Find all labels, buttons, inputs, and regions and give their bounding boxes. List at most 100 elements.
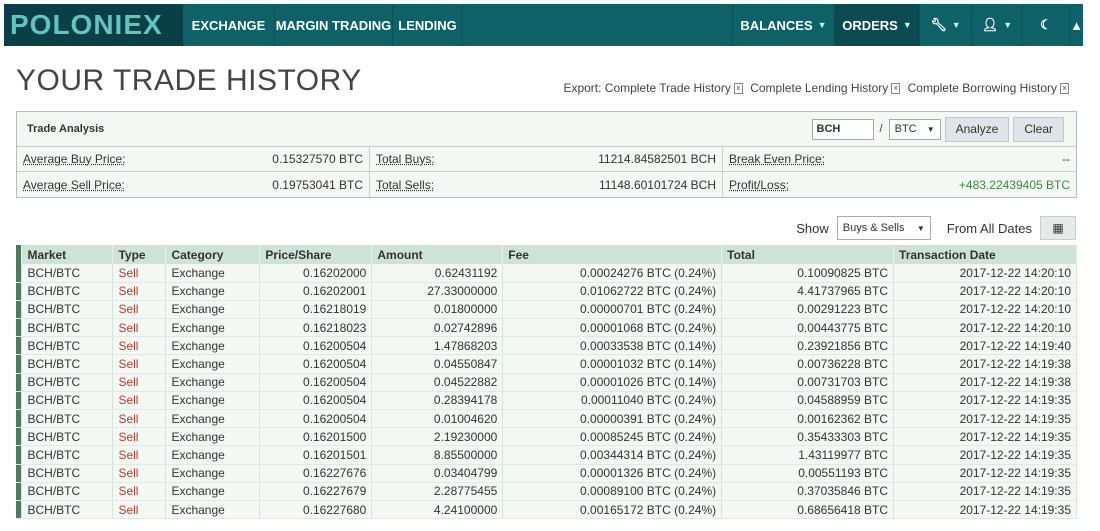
row-marker	[16, 354, 23, 374]
type-cell: Sell	[112, 464, 167, 483]
price-cell: 0.16218019	[259, 300, 373, 320]
category-cell: Exchange	[165, 354, 261, 374]
caret-down-icon: ▼	[926, 124, 935, 134]
market-cell: BCH/BTC	[21, 445, 114, 465]
wrench-menu[interactable]: 🔧︎ ▼	[920, 4, 972, 46]
base-currency-input[interactable]: BCH	[811, 118, 874, 140]
nav-orders[interactable]: ORDERS ▼	[835, 4, 920, 46]
total-cell: 0.10090825 BTC	[721, 264, 895, 283]
category-cell: Exchange	[165, 282, 261, 301]
market-cell: BCH/BTC	[21, 427, 114, 447]
average-sell-price-value: 0.19753041 BTC	[272, 177, 363, 192]
total-buys-label: Total Buys:	[376, 152, 435, 166]
trade-type-select[interactable]: Buys & Sells ▼	[836, 216, 931, 240]
column-header[interactable]: Total	[721, 245, 895, 264]
break-even-price-value: --	[1062, 152, 1070, 166]
type-cell: Sell	[112, 373, 167, 392]
analyze-button[interactable]: Analyze	[944, 116, 1010, 142]
row-marker	[16, 245, 23, 264]
column-header[interactable]: Category	[165, 245, 261, 264]
night-mode-toggle[interactable]: ☾	[1023, 4, 1070, 46]
type-cell: Sell	[112, 264, 167, 283]
export-trade-history-link[interactable]: Complete Trade History	[604, 81, 731, 95]
amount-cell: 1.47868203	[371, 336, 504, 356]
break-even-price-label: Break Even Price:	[729, 152, 826, 166]
amount-cell: 0.02742896	[371, 318, 504, 338]
row-marker	[16, 464, 23, 483]
fee-cell: 0.00011040 BTC (0.24%)	[502, 391, 723, 411]
column-header[interactable]: Type	[112, 245, 167, 264]
amount-cell: 2.28775455	[371, 482, 504, 501]
price-cell: 0.16200504	[259, 336, 373, 356]
column-header[interactable]: Transaction Date	[893, 245, 1077, 264]
nav-balances[interactable]: BALANCES ▼	[733, 4, 835, 46]
date-cell: 2017-12-22 14:19:35	[893, 427, 1077, 447]
fee-cell: 0.00033538 BTC (0.14%)	[502, 336, 723, 356]
notifications-button[interactable]: ▲	[1070, 4, 1083, 46]
trade-analysis-panel: Trade Analysis BCH / BTC ▼ Analyze Clear …	[16, 111, 1077, 198]
row-marker	[16, 482, 23, 501]
excel-file-icon[interactable]: x	[891, 83, 901, 95]
type-cell: Sell	[112, 409, 167, 429]
fee-cell: 0.00001326 BTC (0.24%)	[502, 464, 723, 483]
export-lending-history-link[interactable]: Complete Lending History	[750, 81, 889, 95]
quote-currency-select[interactable]: BTC ▼	[888, 118, 941, 140]
poloniex-logo[interactable]: POLONIEX	[4, 4, 183, 46]
history-filter: Show Buys & Sells ▼ From All Dates ▦	[796, 216, 1076, 240]
table-row: BCH/BTC Sell Exchange 0.16227680 4.24100000 0…	[16, 500, 1077, 520]
column-header[interactable]: Price/Share	[259, 245, 373, 264]
category-cell: Exchange	[165, 391, 261, 411]
amount-cell: 27.33000000	[371, 282, 504, 301]
row-marker	[16, 282, 23, 301]
type-cell: Sell	[112, 427, 167, 447]
amount-cell: 0.04522882	[371, 373, 504, 392]
average-buy-price-label: Average Buy Price:	[23, 152, 126, 166]
row-marker	[16, 336, 23, 356]
trade-history-table: Market Type Category Price/Share Amount Fee To…	[16, 245, 1077, 520]
market-cell: BCH/BTC	[21, 264, 114, 283]
calendar-button[interactable]: ▦	[1040, 216, 1076, 240]
market-cell: BCH/BTC	[21, 482, 114, 501]
table-row: BCH/BTC Sell Exchange 0.16200504 0.04522882 0…	[16, 373, 1077, 392]
market-cell: BCH/BTC	[21, 300, 114, 320]
trade-type-value: Buys & Sells	[842, 222, 905, 234]
date-cell: 2017-12-22 14:19:35	[893, 445, 1077, 465]
market-cell: BCH/BTC	[21, 282, 114, 301]
trade-analysis-title: Trade Analysis	[27, 123, 105, 135]
category-cell: Exchange	[165, 482, 261, 501]
date-cell: 2017-12-22 14:20:10	[893, 282, 1077, 301]
column-header[interactable]: Market	[21, 245, 114, 264]
total-cell: 0.00731703 BTC	[721, 373, 895, 392]
amount-cell: 0.03404799	[371, 464, 504, 483]
user-menu[interactable]: 👤︎ ▼	[972, 4, 1023, 46]
market-cell: BCH/BTC	[21, 391, 114, 411]
excel-file-icon[interactable]: x	[1060, 83, 1069, 95]
export-borrowing-history-link[interactable]: Complete Borrowing History	[907, 81, 1057, 95]
column-header[interactable]: Fee	[502, 245, 723, 264]
type-cell: Sell	[112, 318, 167, 338]
nav-lending[interactable]: LENDING	[393, 4, 463, 46]
table-row: BCH/BTC Sell Exchange 0.16202000 0.62431192 0…	[16, 264, 1077, 283]
caret-down-icon: ▼	[951, 20, 961, 30]
row-marker	[16, 427, 23, 447]
row-marker	[16, 300, 23, 320]
nav-exchange[interactable]: EXCHANGE	[183, 4, 275, 46]
price-cell: 0.16202001	[259, 282, 373, 301]
total-sells-value: 11148.60101724 BCH	[599, 177, 716, 192]
table-row: BCH/BTC Sell Exchange 0.16227679 2.28775455 0…	[16, 482, 1077, 501]
clear-button[interactable]: Clear	[1013, 116, 1064, 142]
column-header[interactable]: Amount	[371, 245, 504, 264]
fee-cell: 0.00000701 BTC (0.24%)	[502, 300, 723, 320]
total-sells-label: Total Sells:	[376, 177, 435, 192]
category-cell: Exchange	[165, 445, 261, 465]
type-cell: Sell	[112, 336, 167, 356]
nav-margin-trading[interactable]: MARGIN TRADING	[275, 4, 393, 46]
total-cell: 1.43119977 BTC	[721, 445, 895, 465]
market-cell: BCH/BTC	[21, 336, 114, 356]
category-cell: Exchange	[165, 318, 261, 338]
row-marker	[16, 318, 23, 338]
amount-cell: 0.28394178	[371, 391, 504, 411]
excel-file-icon[interactable]: x	[733, 83, 743, 95]
amount-cell: 8.85500000	[371, 445, 504, 465]
date-cell: 2017-12-22 14:19:35	[893, 482, 1077, 501]
